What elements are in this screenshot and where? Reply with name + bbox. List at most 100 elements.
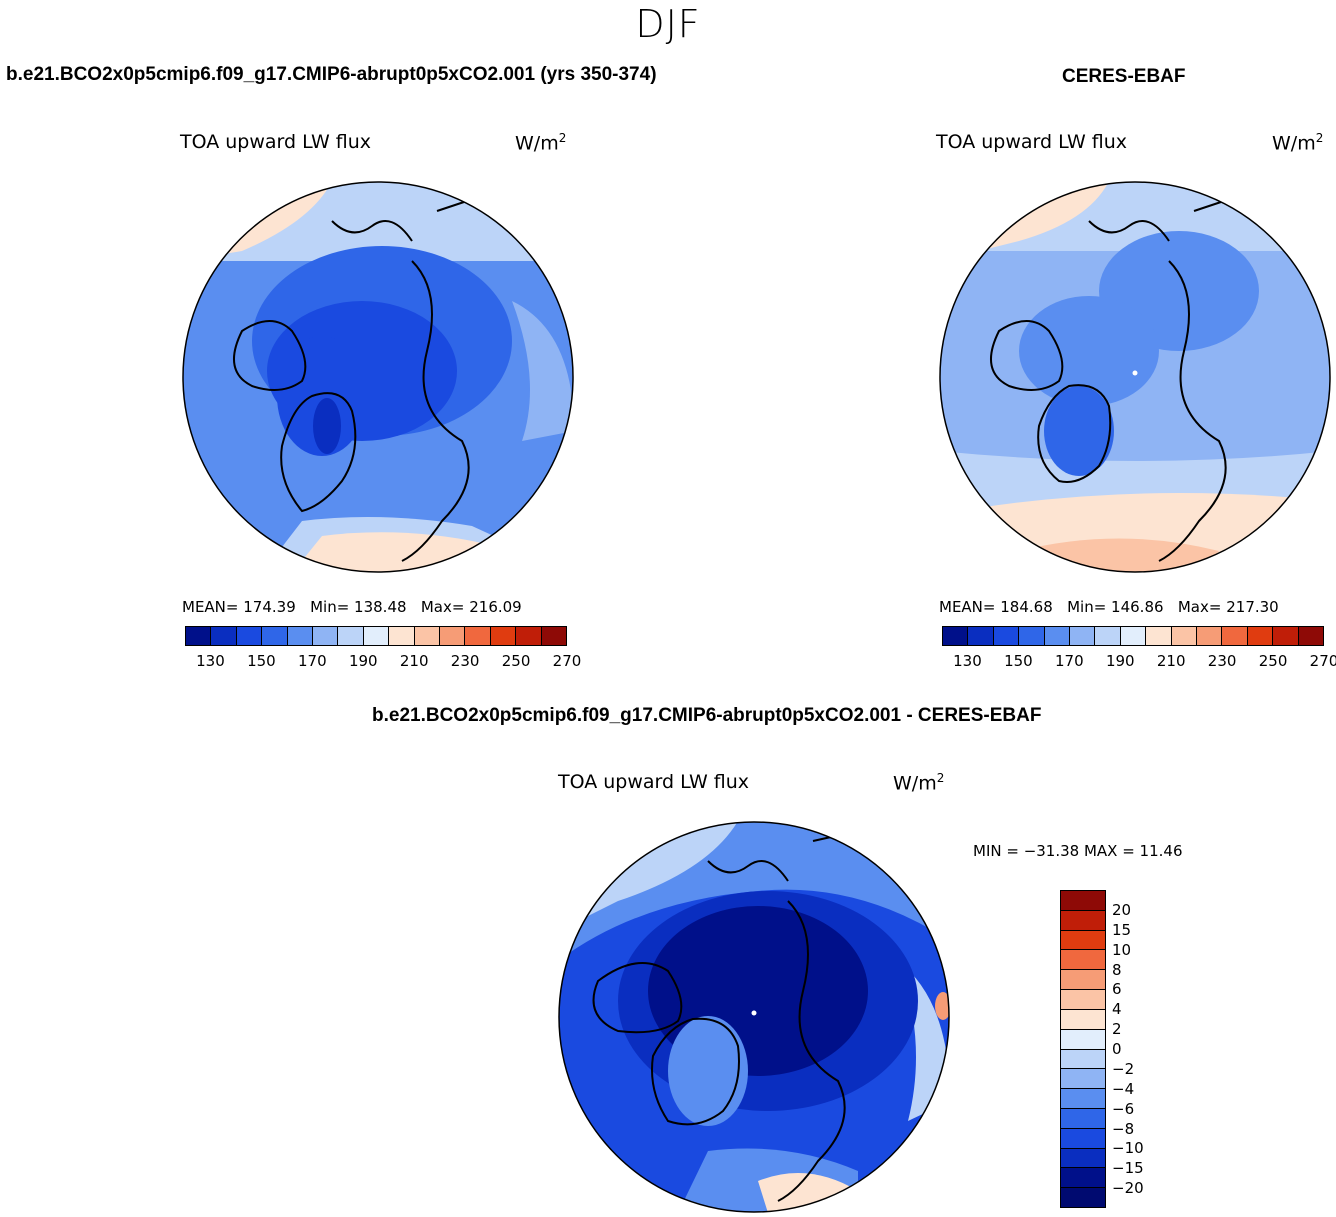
colorbar-swatch — [211, 627, 237, 645]
colorbar-tick-label: 250 — [1258, 652, 1288, 670]
colorbar-swatch — [363, 627, 390, 645]
units-label-diff: W/m2 — [893, 771, 944, 794]
units-label-obs: W/m2 — [1272, 131, 1323, 154]
field-canada — [1019, 296, 1159, 406]
polar-map-model — [182, 181, 574, 573]
colorbar-model — [185, 626, 567, 646]
colorbar-swatch — [338, 627, 364, 645]
colorbar-swatch — [414, 627, 441, 645]
colorbar-swatch — [1061, 891, 1105, 911]
variable-label-diff: TOA upward LW flux — [558, 771, 750, 793]
colorbar-tick-label: 0 — [1112, 1040, 1122, 1058]
colorbar-swatch — [1044, 627, 1071, 645]
units-sup: 2 — [936, 771, 945, 785]
colorbar-swatch — [1120, 627, 1147, 645]
colorbar-tick-label: 150 — [1004, 652, 1033, 670]
colorbar-swatch — [313, 627, 339, 645]
colorbar-tick-label: −6 — [1112, 1099, 1135, 1118]
colorbar-swatch — [1061, 990, 1105, 1010]
colorbar-tick-label: −15 — [1112, 1159, 1144, 1178]
min-label: Min= — [1067, 598, 1107, 616]
colorbar-swatch — [993, 627, 1020, 645]
colorbar-swatch — [1061, 1108, 1105, 1129]
panel-title-obs: CERES-EBAF — [1062, 66, 1186, 87]
colorbar-swatch — [541, 627, 567, 645]
mean-label: MEAN= — [182, 598, 239, 616]
colorbar-swatch — [440, 627, 466, 645]
max-value: 216.09 — [469, 598, 522, 616]
minmax-diff: MIN = −31.38 MAX = 11.46 — [973, 842, 1183, 860]
colorbar-tick-label: −10 — [1112, 1139, 1144, 1158]
units-sup: 2 — [1315, 131, 1324, 145]
colorbar-swatch — [490, 627, 517, 645]
colorbar-tick-label: 130 — [953, 652, 982, 670]
map-border — [182, 181, 574, 573]
colorbar-swatch — [1061, 1188, 1105, 1207]
colorbar-swatch — [1197, 627, 1223, 645]
units-text: W/m — [1272, 132, 1316, 155]
stats-obs: MEAN= 184.68 Min= 146.86 Max= 217.30 — [939, 598, 1279, 616]
colorbar-swatch — [287, 627, 314, 645]
colorbar-swatch — [943, 627, 969, 645]
field-greenland-core — [313, 398, 341, 454]
colorbar-swatch — [968, 627, 994, 645]
colorbar-tick-label: 230 — [1207, 652, 1237, 670]
colorbar-swatch — [1061, 970, 1105, 991]
colorbar-swatch — [1095, 627, 1121, 645]
colorbar-tick-label: 190 — [1105, 652, 1135, 670]
colorbar-tick-label: 150 — [247, 652, 276, 670]
colorbar-swatch — [186, 627, 212, 645]
colorbar-swatch — [1061, 1148, 1105, 1169]
colorbar-tick-label: 130 — [196, 652, 225, 670]
colorbar-swatch — [516, 627, 542, 645]
variable-label-obs: TOA upward LW flux — [936, 131, 1128, 153]
field-greenland — [668, 1016, 748, 1126]
colorbar-tick-label: 8 — [1112, 960, 1122, 979]
colorbar-tick-label: 20 — [1112, 900, 1132, 919]
colorbar-tick-label: 230 — [450, 652, 480, 670]
polar-map-diff — [558, 821, 950, 1213]
colorbar-swatch — [389, 627, 415, 645]
pole-marker — [1132, 370, 1138, 376]
colorbar-diff — [1060, 890, 1106, 1208]
colorbar-swatch — [465, 627, 491, 645]
colorbar-swatch — [262, 627, 288, 645]
min-label: Min= — [310, 598, 350, 616]
mean-value: 184.68 — [1000, 598, 1053, 616]
map-border — [558, 821, 950, 1213]
colorbar-tick-label: 4 — [1112, 1000, 1122, 1019]
colorbar-tick-label: 10 — [1112, 940, 1132, 959]
colorbar-tick-label: 250 — [501, 652, 531, 670]
colorbar-swatch — [1222, 627, 1248, 645]
colorbar-tick-label: 6 — [1112, 980, 1122, 999]
colorbar-tick-label: −8 — [1112, 1119, 1135, 1138]
colorbar-swatch — [1070, 627, 1096, 645]
colorbar-obs — [942, 626, 1324, 646]
field-edge-east — [512, 301, 573, 441]
colorbar-tick-label: −2 — [1112, 1059, 1135, 1078]
panel-title-model: b.e21.BCO2x0p5cmip6.f09_g17.CMIP6-abrupt… — [6, 64, 657, 85]
units-text: W/m — [893, 772, 937, 795]
min-value: 138.48 — [354, 598, 407, 616]
max-value: 217.30 — [1226, 598, 1279, 616]
max-label: Max= — [420, 598, 465, 616]
units-text: W/m — [515, 132, 559, 155]
colorbar-swatch — [1061, 910, 1105, 931]
colorbar-swatch — [1061, 1029, 1105, 1050]
map-border — [939, 181, 1331, 573]
pole-marker — [751, 1010, 757, 1016]
colorbar-swatch — [1273, 627, 1299, 645]
mean-value: 174.39 — [243, 598, 296, 616]
colorbar-tick-label: 2 — [1112, 1020, 1122, 1039]
colorbar-swatch — [1061, 1168, 1105, 1189]
mean-label: MEAN= — [939, 598, 996, 616]
colorbar-swatch — [1061, 950, 1105, 971]
colorbar-tick-label: −20 — [1112, 1179, 1144, 1198]
colorbar-swatch — [1061, 1009, 1105, 1030]
colorbar-tick-label: 270 — [1309, 652, 1336, 670]
colorbar-swatch — [1171, 627, 1198, 645]
colorbar-tick-label: 210 — [399, 652, 429, 670]
units-sup: 2 — [558, 131, 567, 145]
variable-label-model: TOA upward LW flux — [180, 131, 372, 153]
colorbar-swatch — [1146, 627, 1172, 645]
